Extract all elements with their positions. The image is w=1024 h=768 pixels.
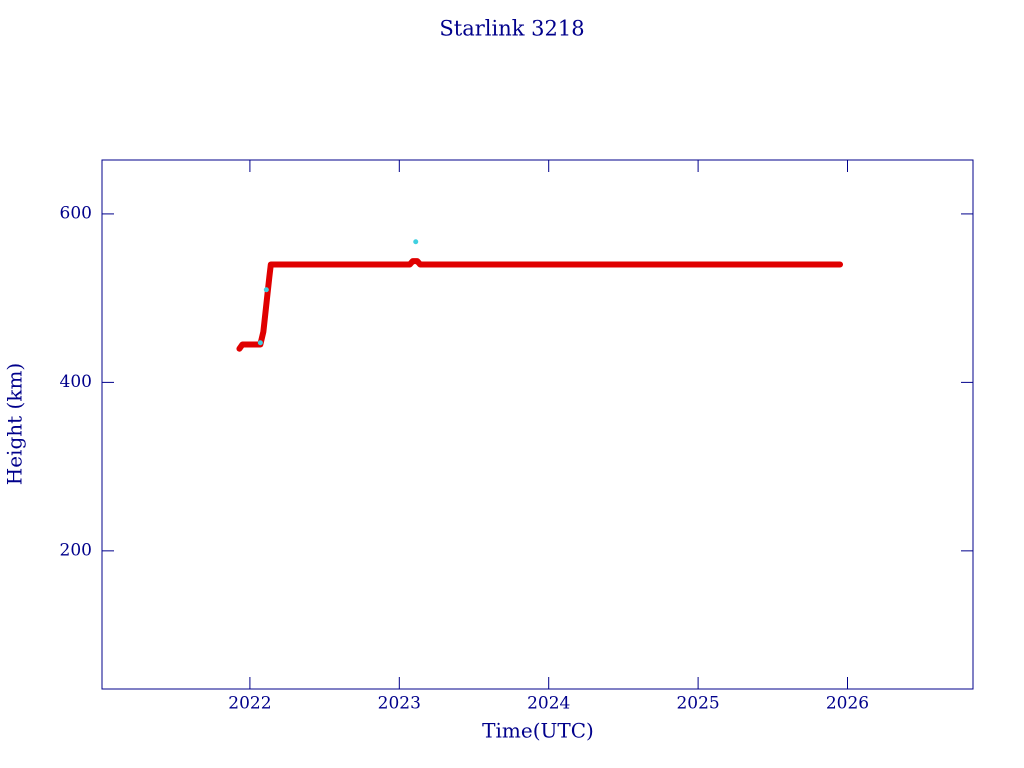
x-tick-label: 2025 <box>676 694 719 714</box>
y-tick-label: 600 <box>60 203 92 223</box>
y-tick-label: 400 <box>60 372 92 392</box>
y-tick-label: 200 <box>60 540 92 560</box>
y-axis-label: Height (km) <box>3 363 27 485</box>
chart-title: Starlink 3218 <box>439 17 584 41</box>
x-tick-label: 2026 <box>826 694 869 714</box>
plot-frame <box>101 159 974 690</box>
data-point <box>263 287 269 293</box>
x-axis-label: Time(UTC) <box>482 719 594 743</box>
x-tick-label: 2024 <box>527 694 570 714</box>
x-tick-label: 2023 <box>378 694 421 714</box>
data-point <box>413 239 419 245</box>
x-tick-label: 2022 <box>228 694 271 714</box>
data-point <box>257 340 263 346</box>
height-line <box>236 258 844 352</box>
